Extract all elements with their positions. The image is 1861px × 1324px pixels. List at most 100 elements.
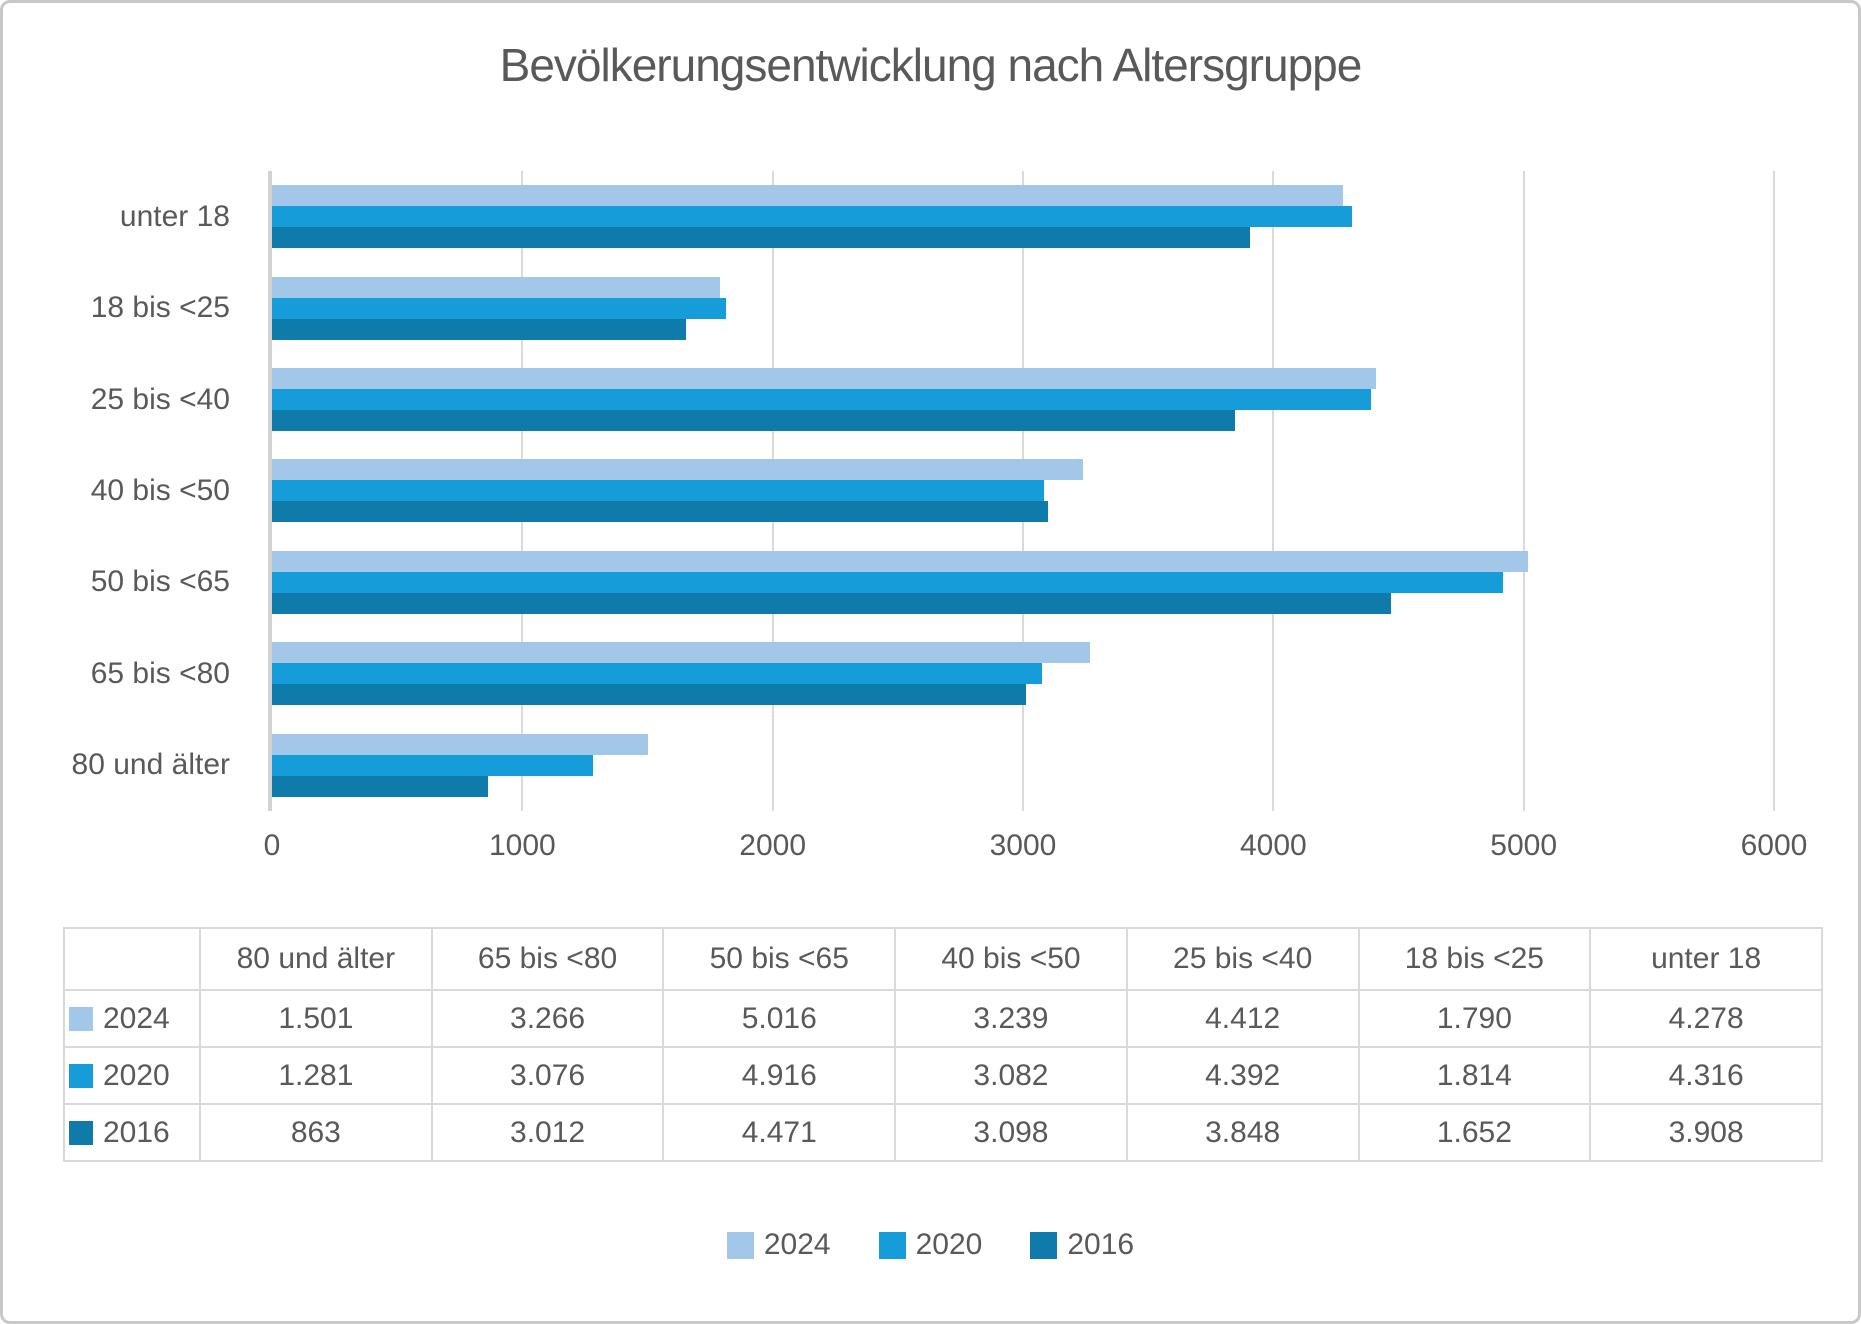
category-label: 80 und älter (71, 748, 230, 782)
table-header-cell: 40 bis <50 (894, 927, 1128, 991)
bar-group (272, 537, 1774, 628)
table-cell: 3.082 (894, 1046, 1128, 1105)
table-header-cell: 80 und älter (199, 927, 433, 991)
bar-group (272, 445, 1774, 536)
table-header-cell: unter 18 (1589, 927, 1823, 991)
table-cell: 1.790 (1357, 989, 1592, 1048)
legend-item-2016: 2016 (1030, 1228, 1134, 1262)
category-label: 25 bis <40 (90, 382, 230, 416)
bar-2016 (272, 318, 686, 340)
x-tick-label: 6000 (1740, 829, 1808, 862)
legend-key-icon (69, 1006, 93, 1031)
x-axis-spacer (3, 817, 272, 881)
table-header-row: 80 und älter 65 bis <80 50 bis <65 40 bis <… (63, 927, 1823, 991)
bar-group (272, 720, 1774, 811)
table-body: 2024 1.501 3.266 5.016 3.239 4.412 1.790 4.278 2… (63, 989, 1823, 1162)
table-header-cell: 18 bis <25 (1357, 927, 1592, 991)
table-cell: 1.814 (1357, 1046, 1592, 1105)
bar-2024 (272, 368, 1377, 390)
legend-item-2020: 2020 (878, 1228, 983, 1262)
table-year-cell: 2016 (63, 1103, 201, 1162)
x-axis: 0 1000 2000 3000 4000 5000 6000 (3, 817, 1858, 881)
legend-label: 2024 (763, 1228, 831, 1261)
legend-label: 2020 (915, 1228, 983, 1261)
plot-region: unter 18 18 bis <25 25 bis <40 40 bis <50 50… (3, 171, 1858, 811)
bar-2020 (272, 480, 1044, 502)
bar-2016 (272, 410, 1236, 432)
bar-2024 (272, 642, 1090, 664)
bar-group (272, 354, 1774, 445)
legend-key-icon (69, 1120, 93, 1145)
table-row: 2024 1.501 3.266 5.016 3.239 4.412 1.790 4.278 (63, 989, 1823, 1048)
table-cell: 3.076 (430, 1046, 665, 1105)
bar-2020 (272, 571, 1503, 593)
category-label: 40 bis <50 (90, 473, 230, 507)
bar-2016 (272, 227, 1251, 249)
table-cell: 863 (199, 1103, 433, 1162)
gridline (1522, 171, 1525, 811)
bar-2020 (272, 663, 1043, 685)
table-year-label: 2020 (103, 1058, 170, 1092)
x-tick-label: 3000 (989, 829, 1057, 862)
x-tick-label: 1000 (488, 829, 556, 862)
bar-2020 (272, 389, 1372, 411)
x-tick-label: 5000 (1490, 829, 1558, 862)
bar-group (272, 628, 1774, 719)
table-cell: 3.012 (430, 1103, 665, 1162)
category-label: unter 18 (119, 199, 230, 233)
table-year-label: 2016 (103, 1115, 170, 1149)
table-cell: 4.916 (662, 1046, 897, 1105)
bar-2020 (272, 754, 593, 776)
table-year-label: 2024 (103, 1001, 170, 1035)
chart-legend: 2024 2020 2016 (3, 1228, 1858, 1262)
table-cell: 3.848 (1125, 1103, 1360, 1162)
table-cell: 4.412 (1125, 989, 1360, 1048)
table-header-cell: 50 bis <65 (662, 927, 897, 991)
x-tick-label: 2000 (739, 829, 807, 862)
table-year-cell: 2020 (63, 1046, 201, 1105)
table-cell: 4.471 (662, 1103, 897, 1162)
table-cell: 3.908 (1589, 1103, 1823, 1162)
bar-2016 (272, 501, 1048, 523)
table-header-cell: 65 bis <80 (430, 927, 665, 991)
bar-group (272, 262, 1774, 353)
bar-2020 (272, 297, 727, 319)
table-cell: 1.281 (199, 1046, 433, 1105)
table-row: 2016 863 3.012 4.471 3.098 3.848 1.652 3.908 (63, 1103, 1823, 1162)
table-cell: 3.098 (894, 1103, 1128, 1162)
bar-2016 (272, 684, 1026, 706)
bar-2024 (272, 185, 1343, 207)
legend-label: 2016 (1067, 1228, 1135, 1261)
bar-2024 (272, 276, 721, 298)
x-tick-label: 0 (263, 829, 281, 862)
legend-item-2024: 2024 (726, 1228, 831, 1262)
legend-key-icon (69, 1063, 93, 1088)
plot-area (268, 171, 1775, 811)
bar-2024 (272, 733, 648, 755)
category-label: 65 bis <80 (90, 656, 230, 690)
table-cell: 1.652 (1357, 1103, 1592, 1162)
table-cell: 3.266 (430, 989, 665, 1048)
legend-key-icon (1030, 1231, 1058, 1259)
category-label: 50 bis <65 (90, 565, 230, 599)
legend-key-icon (878, 1231, 906, 1259)
y-axis-labels: unter 18 18 bis <25 25 bis <40 40 bis <50 50… (3, 171, 268, 811)
table-header-cell: 25 bis <40 (1125, 927, 1360, 991)
table-cell: 4.392 (1125, 1046, 1360, 1105)
legend-key-icon (726, 1231, 754, 1259)
table-cell: 5.016 (662, 989, 897, 1048)
gridline (1773, 171, 1775, 811)
category-label: 18 bis <25 (90, 291, 230, 325)
x-axis-labels: 0 1000 2000 3000 4000 5000 6000 (264, 817, 1808, 881)
bar-2020 (272, 206, 1353, 228)
gridline (1272, 171, 1275, 811)
bar-2024 (272, 459, 1083, 481)
table-cell: 4.316 (1589, 1046, 1823, 1105)
table-cell: 4.278 (1589, 989, 1823, 1048)
bar-2016 (272, 775, 489, 797)
bar-2016 (272, 592, 1392, 614)
data-table: 80 und älter 65 bis <80 50 bis <65 40 bis <… (63, 927, 1823, 1162)
table-cell: 1.501 (199, 989, 433, 1048)
bar-group (272, 171, 1774, 262)
